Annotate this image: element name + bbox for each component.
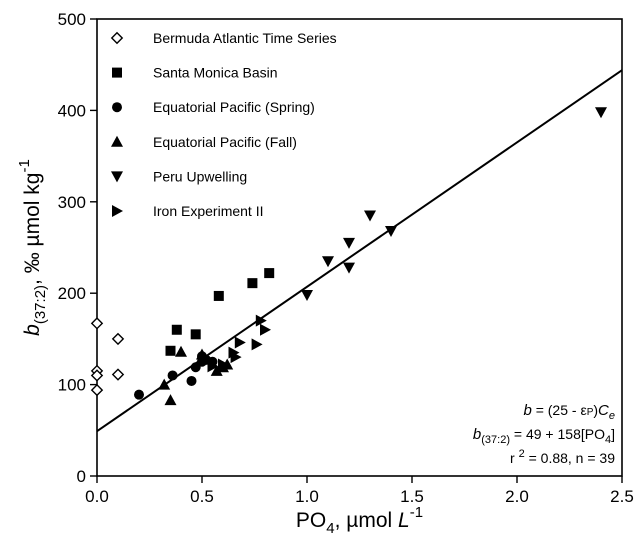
x-tick-label: 2.0	[505, 487, 529, 506]
annotation-line: b(37:2)​ = 49 + 158[PO4​]	[473, 426, 615, 446]
data-point	[255, 314, 267, 327]
series-4	[301, 107, 607, 302]
data-point	[210, 364, 223, 376]
y-tick-label: 400	[58, 101, 86, 120]
y-tick-label: 300	[58, 193, 86, 212]
data-point	[385, 226, 397, 238]
data-point	[111, 332, 125, 346]
legend-label: Peru Upwelling	[153, 168, 247, 184]
legend-label: Iron Experiment II	[153, 203, 264, 219]
data-point	[234, 336, 246, 349]
legend-marker	[112, 67, 122, 78]
data-point	[165, 345, 176, 356]
series-0	[90, 317, 125, 397]
x-tick-label: 1.5	[400, 487, 424, 506]
x-axis-label: PO4, µmol L-1	[296, 504, 423, 537]
data-point	[90, 383, 104, 397]
data-point	[90, 369, 104, 382]
data-point	[260, 323, 271, 336]
data-point	[175, 345, 187, 357]
regression-line	[96, 69, 623, 433]
series-1	[165, 268, 275, 356]
legend-marker	[110, 31, 124, 45]
data-point	[171, 324, 182, 335]
annotation-line: r 2​ = 0.88, n = 39	[510, 448, 615, 466]
legend-marker	[112, 205, 123, 217]
data-point	[167, 370, 178, 381]
x-tick-label: 1.0	[295, 487, 319, 506]
data-point	[251, 338, 263, 351]
series-5	[207, 314, 271, 373]
legend-marker	[112, 102, 122, 113]
data-point	[190, 329, 201, 340]
data-point	[164, 394, 177, 406]
data-point	[111, 368, 125, 381]
data-point	[595, 107, 607, 119]
data-point	[196, 348, 208, 360]
legend-marker	[111, 171, 123, 183]
data-point	[186, 375, 197, 386]
data-point	[230, 351, 242, 364]
y-tick-label: 200	[58, 284, 86, 303]
data-point	[90, 317, 104, 330]
axes: 0.0 0.5 1.0 1.5 2.0 2.5 0 100 200 300 400 500 PO4, µ…	[16, 10, 634, 537]
x-tick-label: 0.0	[85, 487, 109, 506]
data-point	[158, 378, 171, 390]
data-point	[301, 290, 313, 302]
legend-label: Equatorial Pacific (Fall)	[153, 134, 297, 150]
x-tick-label: 2.5	[610, 487, 634, 506]
regression-annotations: b = (25 - εP)Ce b(37:2)​ = 49 + 158[PO4​]…	[473, 402, 615, 466]
x-tick-label: 0.5	[190, 487, 214, 506]
data-point	[247, 278, 258, 289]
data-point	[364, 210, 376, 222]
legend-label: Santa Monica Basin	[153, 65, 278, 81]
regression-layer	[96, 69, 623, 433]
data-point	[207, 360, 219, 373]
y-axis-label: b(37:2), ‰ µmol kg-1	[16, 159, 49, 336]
annotation-line: b = (25 - εP)Ce	[523, 402, 615, 422]
data-point	[343, 237, 355, 249]
data-point	[218, 358, 229, 371]
legend: Bermuda Atlantic Time Series Santa Monica…	[110, 30, 337, 219]
data-points	[90, 107, 607, 406]
legend-label: Equatorial Pacific (Spring)	[153, 99, 315, 115]
legend-marker	[111, 135, 123, 147]
y-tick-label: 100	[58, 376, 86, 395]
data-point	[134, 389, 144, 400]
data-point	[213, 290, 224, 301]
legend-label: Bermuda Atlantic Time Series	[153, 30, 337, 46]
y-tick-label: 0	[77, 467, 86, 486]
data-point	[322, 256, 334, 268]
data-point	[343, 262, 355, 274]
data-point	[264, 268, 275, 279]
y-tick-label: 500	[58, 10, 86, 29]
plot-frame	[96, 18, 623, 477]
